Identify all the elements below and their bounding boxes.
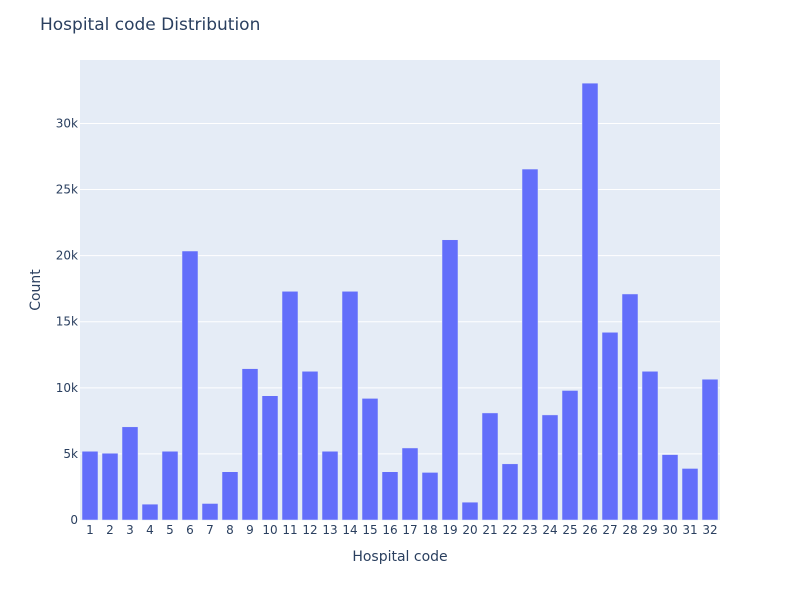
- x-tick-label: 24: [542, 523, 557, 537]
- y-tick-label: 25k: [56, 183, 78, 197]
- x-tick-label: 1: [86, 523, 94, 537]
- x-tick-label: 6: [186, 523, 194, 537]
- x-tick-label: 26: [582, 523, 597, 537]
- x-tick-label: 4: [146, 523, 154, 537]
- x-tick-label: 8: [226, 523, 234, 537]
- y-tick-label: 0: [70, 513, 78, 527]
- bar: [81, 451, 99, 521]
- bar: [341, 291, 359, 521]
- bar: [541, 414, 559, 521]
- bar: [321, 451, 339, 521]
- bar: [141, 503, 159, 521]
- x-tick-label: 9: [246, 523, 254, 537]
- x-axis-title: Hospital code: [352, 549, 447, 565]
- x-tick-label: 28: [622, 523, 637, 537]
- x-tick-label: 21: [482, 523, 497, 537]
- x-tick-label: 3: [126, 523, 134, 537]
- x-tick-label: 27: [602, 523, 617, 537]
- x-tick-label: 2: [106, 523, 114, 537]
- x-axis-ticks: 1 2 3 4 5 6 7 8 9 10 11 12 13 14 15 16 17 18 19 20 21 22 23 24 2…: [86, 523, 717, 537]
- x-tick-label: 14: [342, 523, 357, 537]
- x-tick-label: 7: [206, 523, 214, 537]
- bar: [221, 471, 239, 521]
- y-tick-label: 10k: [56, 381, 78, 395]
- x-tick-label: 12: [302, 523, 317, 537]
- bar: [241, 368, 259, 521]
- bar: [581, 82, 599, 521]
- x-tick-label: 19: [442, 523, 457, 537]
- x-tick-label: 11: [282, 523, 297, 537]
- bar: [121, 426, 139, 521]
- x-tick-label: 25: [562, 523, 577, 537]
- x-tick-label: 10: [262, 523, 277, 537]
- y-tick-label: 5k: [63, 447, 78, 461]
- y-tick-label: 15k: [56, 315, 78, 329]
- x-tick-label: 32: [702, 523, 717, 537]
- bar: [681, 468, 699, 521]
- chart-title: Hospital code Distribution: [40, 15, 260, 35]
- bar: [201, 503, 219, 521]
- bar: [521, 168, 539, 521]
- bar: [561, 390, 579, 521]
- bar: [381, 471, 399, 521]
- bar: [301, 371, 319, 521]
- x-tick-label: 13: [322, 523, 337, 537]
- y-axis-title: Count: [28, 269, 44, 311]
- x-tick-label: 16: [382, 523, 397, 537]
- bar: [621, 293, 639, 521]
- bar: [101, 452, 119, 521]
- bar: [421, 472, 439, 521]
- bar: [401, 447, 419, 521]
- x-tick-label: 18: [422, 523, 437, 537]
- x-tick-label: 5: [166, 523, 174, 537]
- bar: [461, 501, 479, 521]
- x-tick-label: 31: [682, 523, 697, 537]
- x-tick-label: 15: [362, 523, 377, 537]
- y-axis-ticks: 0 5k 10k 15k 20k 25k 30k: [56, 116, 78, 527]
- bar: [361, 398, 379, 521]
- bar: [661, 454, 679, 521]
- bar: [701, 378, 719, 521]
- bar: [441, 239, 459, 521]
- y-tick-label: 30k: [56, 116, 78, 130]
- bar: [161, 451, 179, 521]
- x-tick-label: 29: [642, 523, 657, 537]
- y-tick-label: 20k: [56, 249, 78, 263]
- x-tick-label: 30: [662, 523, 677, 537]
- bar: [261, 395, 279, 521]
- x-tick-label: 23: [522, 523, 537, 537]
- bar: [501, 463, 519, 521]
- bar: [181, 250, 199, 521]
- bar: [641, 371, 659, 521]
- bars: [81, 82, 719, 521]
- bar: [601, 332, 619, 521]
- x-tick-label: 17: [402, 523, 417, 537]
- bar: [281, 291, 299, 521]
- x-tick-label: 22: [502, 523, 517, 537]
- bar: [481, 412, 499, 521]
- x-tick-label: 20: [462, 523, 477, 537]
